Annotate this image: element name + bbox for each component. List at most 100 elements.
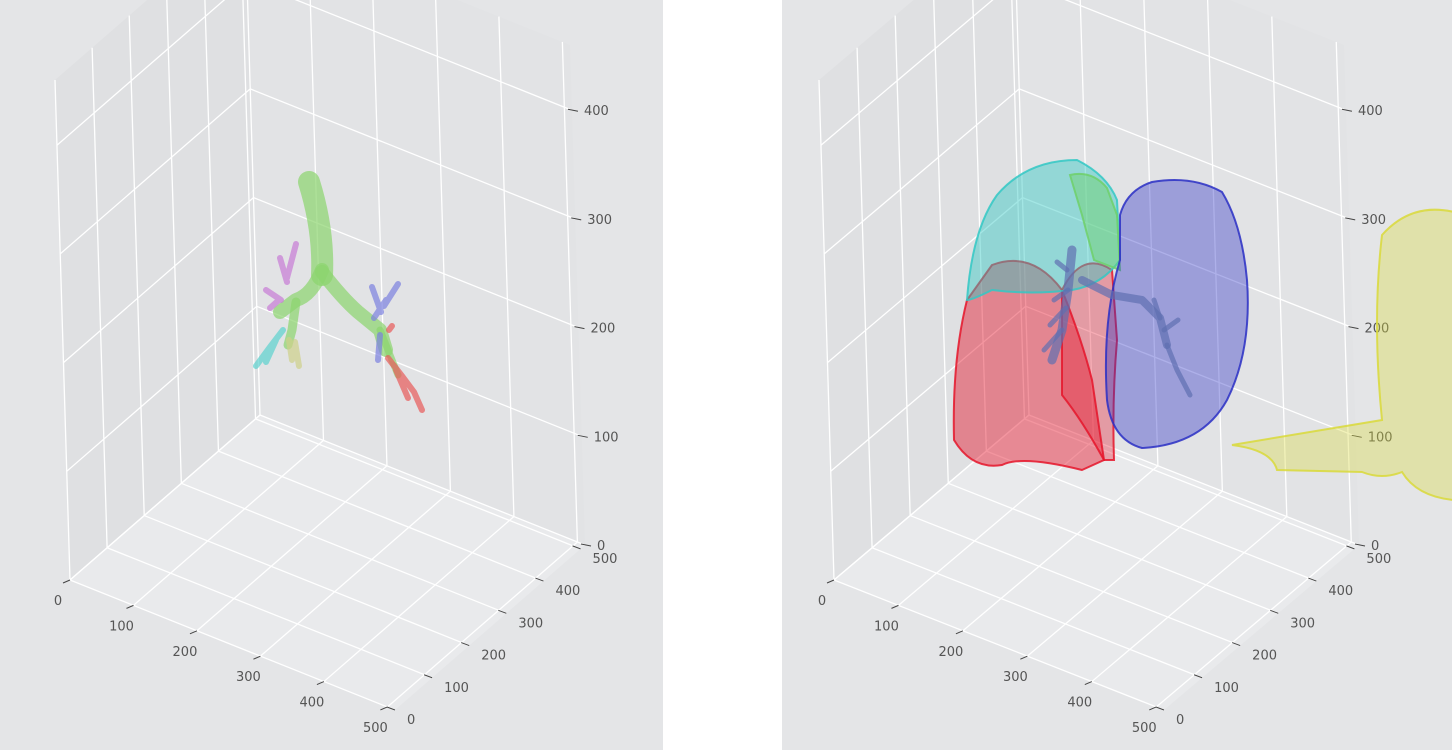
z-tick <box>580 543 592 547</box>
y-tick-label: 400 <box>1328 584 1353 599</box>
grid-line <box>246 0 261 416</box>
left-back-pane <box>819 0 1029 580</box>
cyan-lobe <box>965 158 1122 302</box>
grid-line <box>871 547 1203 679</box>
grid-line <box>204 0 220 452</box>
x-tick <box>1084 681 1093 686</box>
grid-line <box>106 547 433 679</box>
y-tick <box>572 545 581 550</box>
airway-overlay <box>1041 245 1193 398</box>
grid-line <box>181 482 507 614</box>
grid-line <box>435 0 452 492</box>
y-tick <box>535 577 544 582</box>
grid-line <box>294 0 573 111</box>
grid-line <box>69 579 396 711</box>
grid-line <box>1018 88 1350 220</box>
z-tick-label: 0 <box>1371 539 1379 554</box>
x-tick <box>253 655 261 660</box>
y-tick-label: 200 <box>1252 649 1277 664</box>
y-tick-label: 300 <box>1290 616 1315 631</box>
red-lobe-inner <box>1061 262 1119 461</box>
left-3d-plot: 0 100 200 300 400 500 0 100 200 300 400 500 0 100 200 3… <box>0 0 663 750</box>
x-tick <box>316 681 325 686</box>
right-back-pane <box>247 0 585 545</box>
grid-line <box>856 47 873 548</box>
grid-line <box>1155 541 1352 708</box>
z-tick-label: 100 <box>1368 430 1393 445</box>
grid-line <box>818 79 835 581</box>
z-tick <box>571 217 582 221</box>
x-tick <box>826 579 835 584</box>
lower-right-branches <box>385 323 425 413</box>
x-tick <box>891 604 899 609</box>
airway-tree <box>253 171 425 413</box>
grid-line <box>372 0 388 466</box>
grid-line <box>1024 418 1355 550</box>
z-tick <box>1341 108 1353 112</box>
x-tick-label: 200 <box>173 645 198 660</box>
z-tick <box>1348 326 1359 330</box>
left-plot-canvas: 0100200300400500010020030040050001002003… <box>54 0 619 736</box>
x-tick <box>1149 706 1157 711</box>
grid-line <box>66 305 258 472</box>
floor-pane <box>834 415 1359 710</box>
grid-line <box>561 41 579 542</box>
y-tick-label: 300 <box>518 616 543 631</box>
grid-line <box>323 516 515 683</box>
x-tick-label: 400 <box>299 696 324 711</box>
grid-line <box>128 15 145 516</box>
grid-line <box>1206 0 1224 492</box>
tick-marks <box>62 108 592 711</box>
x-tick <box>380 706 388 711</box>
axis-panes <box>819 0 1359 710</box>
upper-left-branches <box>263 241 299 311</box>
y-tick <box>1346 545 1355 550</box>
x-tick-label: 500 <box>1132 721 1157 736</box>
y-tick <box>1193 674 1203 679</box>
x-tick-label: 100 <box>109 619 134 634</box>
z-tick-label: 300 <box>1361 213 1386 228</box>
grid-line <box>54 79 71 581</box>
y-tick <box>386 706 396 711</box>
grid-line <box>1025 305 1356 437</box>
right-back-pane <box>1016 0 1359 545</box>
grid-line <box>894 15 911 516</box>
grid-line <box>1015 0 1030 416</box>
grid-line <box>1011 0 1026 419</box>
x-tick-label: 100 <box>874 619 899 634</box>
z-tick-label: 400 <box>584 104 609 119</box>
right-3d-plot: 0 100 200 300 400 500 0 100 200 300 400 500 0 100 200 3… <box>782 0 1452 750</box>
x-tick <box>189 630 198 635</box>
grid-lines <box>54 0 586 711</box>
z-tick-label: 100 <box>594 430 619 445</box>
x-tick-label: 500 <box>363 721 388 736</box>
grid-line <box>1271 16 1288 517</box>
z-tick-label: 200 <box>590 322 615 337</box>
grid-line <box>1079 0 1095 441</box>
grid-line <box>218 450 544 582</box>
green-lobe <box>1068 172 1122 272</box>
axis-panes <box>55 0 585 710</box>
grid-line <box>260 490 451 657</box>
grid-line <box>69 414 261 581</box>
grid-line <box>386 541 578 708</box>
y-tick-label: 0 <box>1176 713 1184 728</box>
grid-line <box>962 465 1159 632</box>
grid-line <box>1026 490 1223 657</box>
y-tick <box>423 674 433 679</box>
grid-line <box>986 450 1317 582</box>
grid-line <box>833 579 1165 711</box>
grid-line <box>242 0 257 419</box>
grid-line <box>827 197 1023 364</box>
grid-line <box>933 0 949 484</box>
grid-line <box>820 0 994 146</box>
grid-line <box>898 439 1094 606</box>
z-tick <box>1345 217 1356 221</box>
y-tick <box>1270 609 1279 614</box>
grid-line <box>1064 0 1347 111</box>
right-main-bronchus <box>315 265 393 357</box>
y-tick <box>461 642 470 647</box>
grid-line <box>1143 0 1159 466</box>
grid-line <box>498 16 515 517</box>
x-tick-label: 200 <box>938 645 963 660</box>
